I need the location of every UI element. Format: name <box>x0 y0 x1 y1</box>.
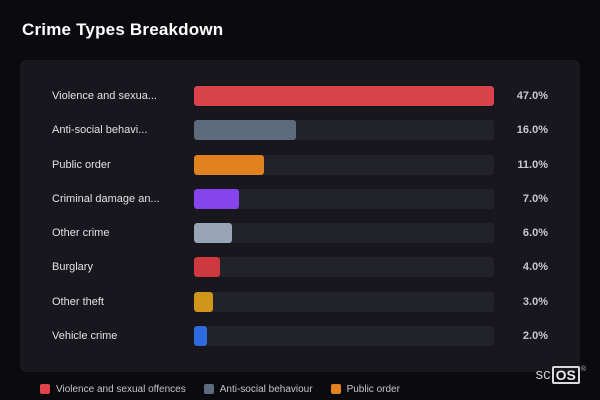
bar-track <box>194 325 494 346</box>
bar-track <box>194 120 494 141</box>
bar-row: Criminal damage an... 7.0% <box>52 188 548 209</box>
value-label: 7.0% <box>522 192 548 205</box>
legend-item[interactable]: Public order <box>330 383 400 395</box>
bar-row: Other crime 6.0% <box>52 223 548 244</box>
bar-row: Public order 11.0% <box>52 154 548 175</box>
value-label: 11.0% <box>517 158 548 171</box>
category-label: Anti-social behavi... <box>52 124 148 137</box>
bar-row: Violence and sexua... 47.0% <box>52 86 548 106</box>
legend-label: Anti-social behaviour <box>219 383 313 395</box>
bar-track <box>194 86 494 106</box>
chart-legend: Violence and sexual offences Anti-social… <box>40 380 400 398</box>
value-label: 3.0% <box>522 295 548 308</box>
bar-track <box>194 257 494 278</box>
legend-label: Public order <box>346 383 400 395</box>
bar-track <box>194 291 494 312</box>
bar-fill[interactable] <box>194 120 297 141</box>
bar-row: Anti-social behavi... 16.0% <box>52 120 548 141</box>
bar-fill[interactable] <box>194 223 233 244</box>
scos-logo: sc OS ® <box>536 366 586 384</box>
bar-fill[interactable] <box>194 291 214 312</box>
legend-swatch <box>203 384 214 394</box>
category-label: Burglary <box>52 261 93 274</box>
legend-item[interactable]: Anti-social behaviour <box>203 383 313 395</box>
bar-track <box>194 188 494 209</box>
bar-fill[interactable] <box>194 257 220 278</box>
value-label: 6.0% <box>522 227 548 240</box>
category-label: Other theft <box>52 295 104 308</box>
bar-fill[interactable] <box>194 86 494 106</box>
category-label: Vehicle crime <box>52 329 118 342</box>
bar-fill[interactable] <box>194 325 207 346</box>
bar-row: Other theft 3.0% <box>52 291 548 312</box>
brand-box-text: OS <box>551 366 580 384</box>
brand-prefix-text: sc <box>535 366 551 383</box>
bar-track <box>194 223 494 244</box>
value-label: 16.0% <box>516 124 548 137</box>
legend-label: Violence and sexual offences <box>56 383 186 395</box>
bar-row: Vehicle crime 2.0% <box>52 325 548 346</box>
bar-track <box>194 154 494 175</box>
legend-item[interactable]: Violence and sexual offences <box>40 384 186 395</box>
chart-panel: Violence and sexua... 47.0% Anti-social … <box>20 60 580 372</box>
legend-swatch <box>330 384 341 394</box>
category-label: Public order <box>52 158 111 171</box>
bar-row: Burglary 4.0% <box>52 257 548 278</box>
legend-swatch <box>40 384 50 394</box>
category-label: Criminal damage an... <box>52 192 160 205</box>
registered-mark: ® <box>580 366 586 373</box>
bar-fill[interactable] <box>194 188 239 209</box>
bar-fill[interactable] <box>194 154 265 175</box>
category-label: Violence and sexua... <box>52 90 157 102</box>
value-label: 47.0% <box>516 90 548 102</box>
value-label: 4.0% <box>522 261 548 274</box>
category-label: Other crime <box>52 227 110 240</box>
page-title: Crime Types Breakdown <box>22 20 224 39</box>
value-label: 2.0% <box>522 329 548 342</box>
